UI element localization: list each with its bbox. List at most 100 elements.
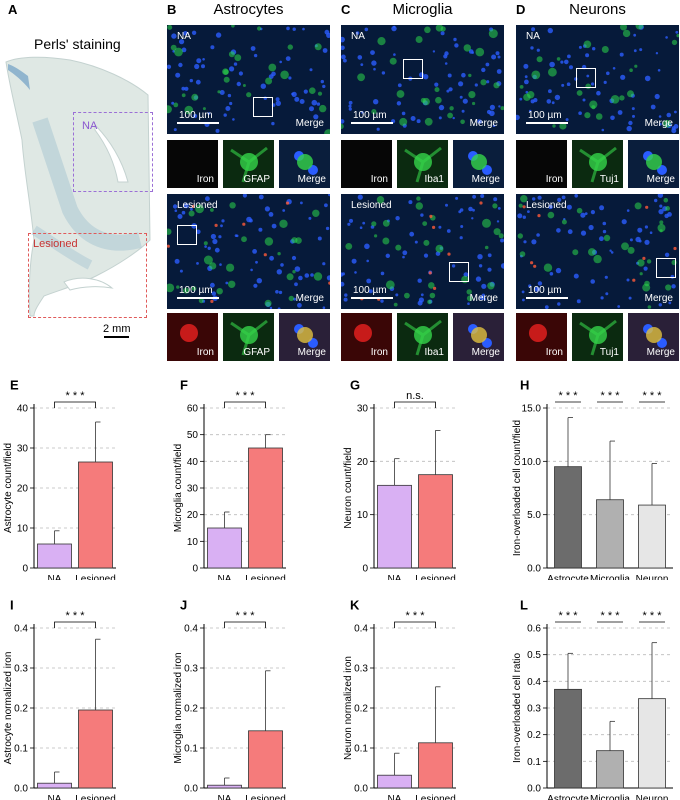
- micrograph-na: NA 100 µm Merge: [167, 25, 330, 134]
- chart-k: K 0.0 0.1 0.2 0.3 0.4 Neuron normalized iron NA…: [343, 598, 456, 800]
- bar: [418, 474, 453, 569]
- significance-marker: * * *: [236, 390, 256, 402]
- y-axis-label: Neuron normalized iron: [343, 656, 354, 760]
- panel-title: Astrocytes: [213, 1, 284, 18]
- inset-channel-label: Merge: [297, 347, 326, 358]
- merge-label: Merge: [644, 118, 673, 129]
- y-tick-label: 10.0: [522, 457, 542, 468]
- inset-image: Iba1: [397, 140, 448, 188]
- scale-bar-text: 100 µm: [353, 110, 387, 121]
- significance-marker: * * *: [601, 610, 621, 622]
- y-tick-label: 20: [17, 484, 29, 495]
- inset-image: Iba1: [397, 313, 448, 361]
- y-tick-label: 30: [187, 484, 199, 495]
- lesioned-region-label: Lesioned: [33, 238, 78, 250]
- scale-bar: [104, 336, 129, 338]
- y-tick-label: 0: [362, 564, 368, 575]
- scale-bar-text: 100 µm: [353, 285, 387, 296]
- x-tick-label: Microglia: [590, 794, 630, 800]
- bar: [418, 742, 453, 789]
- inset-channel-label: GFAP: [243, 174, 270, 185]
- inset-image: Iron: [167, 140, 218, 188]
- inset-channel-label: Tuj1: [599, 174, 619, 185]
- chart-h: H 0.0 5.0 10.0 15.0 Iron-overloaded cell coun…: [512, 378, 673, 580]
- scale-bar-label: 2 mm: [103, 323, 131, 335]
- inset-image: Merge: [628, 313, 679, 361]
- na-region-box: [73, 112, 153, 192]
- scale-bar-text: 100 µm: [179, 110, 213, 121]
- y-tick-label: 0.4: [354, 624, 368, 635]
- bar: [78, 461, 113, 569]
- x-tick-label: Lesioned: [75, 574, 116, 580]
- y-tick-label: 0.0: [527, 784, 541, 795]
- significance-marker: * * *: [559, 390, 579, 402]
- y-tick-label: 0.1: [527, 757, 541, 768]
- panel-letter: C: [341, 2, 351, 17]
- inset-channel-label: Merge: [646, 347, 675, 358]
- significance-marker: * * *: [66, 610, 86, 622]
- bar: [37, 782, 72, 789]
- y-axis-label: Microglia normalized iron: [173, 652, 184, 763]
- scale-bar: [177, 297, 219, 299]
- inset-image: Merge: [279, 140, 330, 188]
- inset-channel-label: Iron: [370, 174, 388, 185]
- significance-marker: n.s.: [406, 390, 424, 402]
- significance-marker: * * *: [66, 390, 86, 402]
- y-tick-label: 0.3: [184, 664, 198, 675]
- significance-bracket: [54, 621, 96, 628]
- scale-bar: [351, 122, 393, 124]
- x-tick-label: Lesioned: [415, 574, 456, 580]
- y-tick-label: 0.1: [14, 744, 28, 755]
- y-tick-label: 20: [357, 457, 369, 468]
- condition-tag-na: NA: [351, 31, 365, 42]
- y-tick-label: 0.1: [354, 744, 368, 755]
- zoom-region-box: [656, 258, 676, 278]
- inset-channel-label: Iba1: [424, 347, 444, 358]
- bar: [596, 750, 624, 789]
- x-tick-label: Lesioned: [75, 794, 116, 800]
- inset-image: Tuj1: [572, 140, 623, 188]
- panel-letter: B: [167, 2, 177, 17]
- inset-image: Iron: [516, 313, 567, 361]
- micrograph-na: NA 100 µm Merge: [341, 25, 504, 134]
- bar: [207, 784, 242, 789]
- merge-label: Merge: [295, 293, 324, 304]
- inset-image: GFAP: [223, 140, 274, 188]
- y-tick-label: 20: [187, 510, 199, 521]
- inset-image: Iron: [341, 140, 392, 188]
- zoom-region-box: [177, 225, 197, 245]
- chart-f: F 0 10 20 30 40 50 60 Microglia count/field NA Les…: [173, 378, 286, 580]
- y-tick-label: 0.0: [184, 784, 198, 795]
- y-axis-label: Astrocyte count/field: [3, 443, 14, 533]
- y-tick-label: 50: [187, 430, 199, 441]
- y-tick-label: 0.2: [354, 704, 368, 715]
- inset-channel-label: Iron: [545, 174, 563, 185]
- bar: [554, 688, 582, 789]
- inset-channel-label: Merge: [646, 174, 675, 185]
- inset-channel-label: Iron: [370, 347, 388, 358]
- merge-label: Merge: [644, 293, 673, 304]
- panel-a-letter: A: [8, 2, 18, 17]
- inset-image: Merge: [453, 313, 504, 361]
- x-tick-label: NA: [388, 794, 402, 800]
- scale-bar: [177, 122, 219, 124]
- chart-letter: E: [10, 378, 19, 393]
- significance-bracket: [394, 401, 436, 408]
- micrograph-lesioned: Lesioned 100 µm Merge: [167, 194, 330, 309]
- merge-label: Merge: [469, 118, 498, 129]
- zoom-region-box: [576, 68, 596, 88]
- bar: [377, 484, 412, 569]
- significance-marker: * * *: [236, 610, 256, 622]
- perls-stained-section: [5, 56, 151, 317]
- inset-channel-label: Iron: [545, 347, 563, 358]
- y-tick-label: 0: [22, 564, 28, 575]
- x-tick-label: Neuron: [636, 794, 669, 800]
- y-tick-label: 10: [187, 537, 199, 548]
- chart-letter: J: [180, 598, 187, 613]
- significance-marker: * * *: [559, 610, 579, 622]
- x-tick-label: Microglia: [590, 574, 630, 580]
- zoom-region-box: [253, 97, 273, 117]
- y-tick-label: 0.6: [527, 624, 541, 635]
- y-tick-label: 0.2: [527, 730, 541, 741]
- bar: [596, 499, 624, 569]
